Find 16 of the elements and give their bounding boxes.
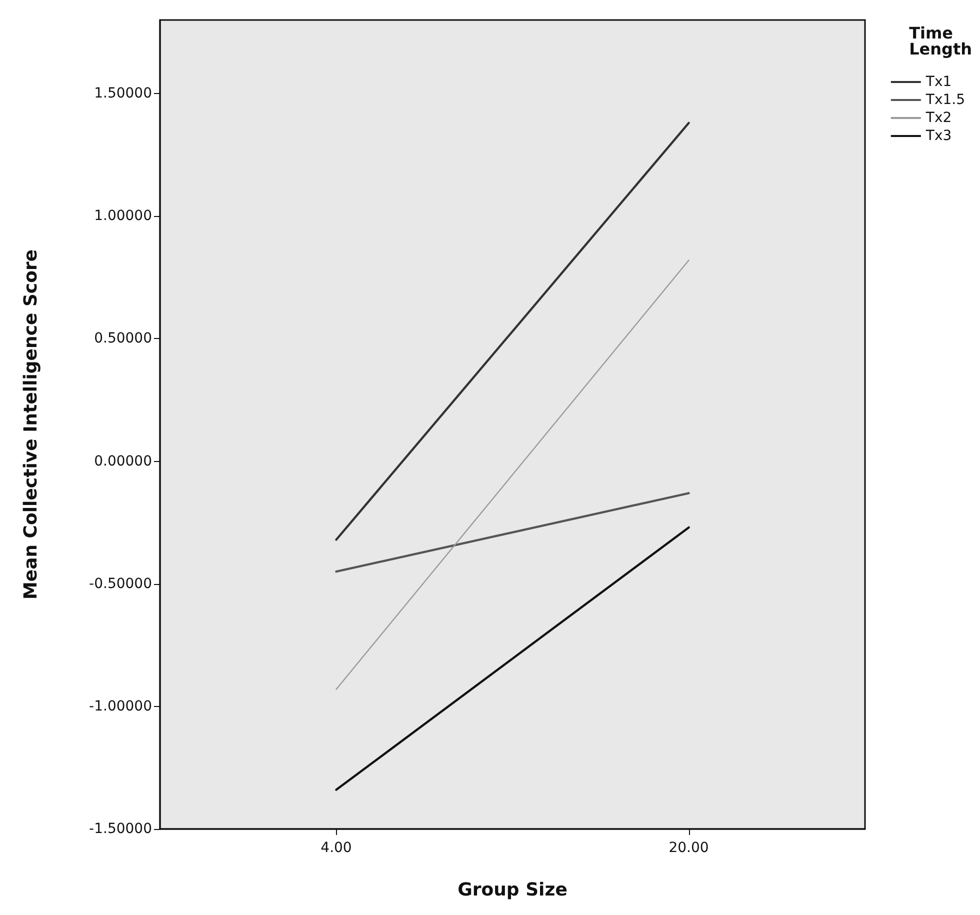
y-tick-label: 0.50000 bbox=[94, 330, 152, 347]
y-tick-label: 0.00000 bbox=[94, 453, 152, 470]
x-tick-label: 20.00 bbox=[668, 840, 709, 856]
x-tick-label: 4.00 bbox=[320, 840, 352, 856]
y-tick-label: -1.00000 bbox=[89, 698, 152, 714]
legend-label: Tx1.5 bbox=[924, 92, 966, 108]
y-tick-label: 1.00000 bbox=[94, 208, 152, 224]
y-tick-label: -1.50000 bbox=[89, 821, 152, 837]
x-axis-title: Group Size bbox=[458, 880, 568, 900]
legend-title: Time Length bbox=[909, 24, 972, 58]
legend-label: Tx3 bbox=[924, 128, 952, 144]
y-tick-label: 1.50000 bbox=[94, 86, 152, 102]
legend-label: Tx2 bbox=[924, 110, 952, 126]
legend-label: Tx1 bbox=[924, 74, 952, 90]
y-axis-title: Mean Collective Intelligence Score bbox=[20, 249, 42, 600]
y-tick-label: -0.50000 bbox=[89, 576, 152, 592]
